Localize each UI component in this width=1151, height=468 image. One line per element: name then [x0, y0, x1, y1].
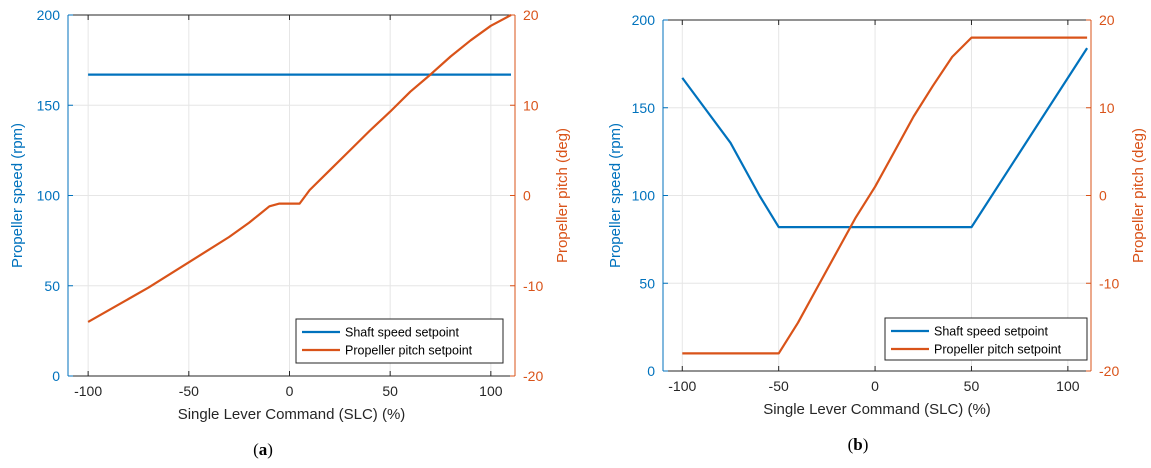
y-right-tick-label: 0: [1099, 188, 1107, 204]
y-left-tick-label: 0: [647, 363, 655, 379]
panel-label: (b): [848, 435, 869, 454]
x-tick-label: 100: [479, 383, 503, 399]
y-left-tick-label: 100: [37, 188, 61, 204]
y-right-tick-label: -10: [1099, 275, 1119, 291]
chart-panel-b: -100 -50 0 50 100050100150200-20-1001020Sing…: [607, 12, 1147, 454]
y-left-tick-label: 50: [44, 278, 60, 294]
y-right-tick-label: 10: [1099, 100, 1115, 116]
legend-box: [884, 317, 1088, 361]
y-right-tick-label: -20: [1099, 363, 1119, 379]
legend-box: [295, 318, 504, 364]
y-right-tick-label: 10: [523, 97, 539, 113]
panel-label-close: ): [863, 435, 869, 454]
legend-entry: Propeller pitch setpoint: [934, 343, 1062, 357]
y-right-tick-label: 0: [523, 188, 531, 204]
y-left-axis-label: Propeller speed (rpm): [607, 123, 624, 268]
legend-entry: Shaft speed setpoint: [345, 326, 459, 340]
y-left-axis-label: Propeller speed (rpm): [9, 123, 26, 268]
x-tick-label: 0: [871, 378, 879, 394]
x-tick-label: -100: [74, 383, 102, 399]
legend: Shaft speed setpoint Propeller pitch setp…: [295, 318, 504, 364]
x-tick-label: 100: [1056, 378, 1080, 394]
y-right-tick-label: -20: [523, 368, 543, 384]
y-left-tick-label: 150: [37, 97, 61, 113]
propeller-pitch-line: [682, 36, 1088, 355]
x-tick-label: -100: [668, 378, 696, 394]
x-axis-label: Single Lever Command (SLC) (%): [178, 406, 406, 423]
legend-entry: Shaft speed setpoint: [934, 325, 1048, 339]
y-left-tick-label: 50: [639, 275, 655, 291]
x-tick-label: 50: [382, 383, 398, 399]
y-right-axis-label: Propeller pitch (deg): [554, 128, 571, 263]
x-tick-label: -50: [769, 378, 789, 394]
x-tick-label: 50: [964, 378, 980, 394]
y-left-tick-label: 100: [632, 188, 656, 204]
legend: Shaft speed setpoint Propeller pitch setp…: [884, 317, 1088, 361]
panel-label-letter: a: [259, 440, 268, 459]
panel-label-open: (: [253, 440, 259, 459]
chart-panel-a: -100 -50 0 50 100050100150200-20-1001020Sing…: [9, 7, 571, 459]
y-left-tick-label: 150: [632, 100, 656, 116]
panel-label-open: (: [848, 435, 854, 454]
panel-label-letter: b: [853, 435, 862, 454]
y-left-tick-label: 0: [52, 368, 60, 384]
legend-entry: Propeller pitch setpoint: [345, 344, 473, 358]
x-axis-label: Single Lever Command (SLC) (%): [763, 401, 991, 418]
y-left-tick-label: 200: [37, 7, 61, 23]
panel-label: (a): [253, 440, 273, 459]
propeller-pitch-line: [87, 14, 512, 323]
panel-label-close: ): [267, 440, 273, 459]
y-right-tick-label: 20: [523, 7, 539, 23]
y-right-tick-label: 20: [1099, 12, 1115, 28]
x-tick-label: 0: [286, 383, 294, 399]
y-right-tick-label: -10: [523, 278, 543, 294]
y-left-tick-label: 200: [632, 12, 656, 28]
shaft-speed-line: [681, 47, 1089, 229]
y-right-axis-label: Propeller pitch (deg): [1130, 128, 1147, 263]
x-tick-label: -50: [179, 383, 199, 399]
